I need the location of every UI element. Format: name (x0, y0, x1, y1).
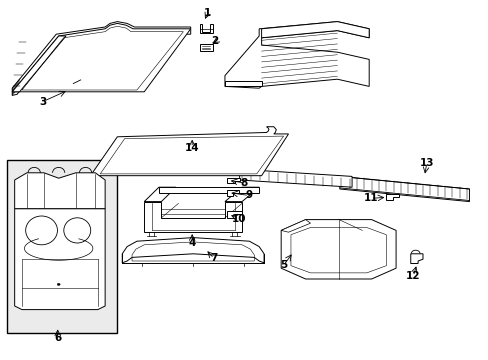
Polygon shape (224, 22, 368, 88)
Polygon shape (227, 211, 242, 218)
Polygon shape (12, 22, 190, 95)
Text: 14: 14 (184, 143, 199, 153)
Ellipse shape (218, 152, 226, 158)
Polygon shape (224, 187, 259, 202)
Polygon shape (199, 24, 212, 33)
FancyBboxPatch shape (201, 45, 210, 51)
Text: 4: 4 (188, 238, 196, 248)
Ellipse shape (63, 218, 91, 243)
Ellipse shape (257, 82, 261, 85)
Text: 10: 10 (231, 213, 245, 224)
Polygon shape (90, 127, 288, 176)
Polygon shape (281, 220, 395, 279)
Polygon shape (239, 169, 351, 187)
Text: 12: 12 (405, 271, 420, 282)
Text: 11: 11 (363, 193, 377, 203)
Polygon shape (15, 209, 105, 310)
Ellipse shape (26, 216, 58, 245)
Polygon shape (224, 81, 261, 86)
Text: 5: 5 (280, 260, 286, 270)
Polygon shape (261, 22, 368, 38)
Text: 8: 8 (241, 178, 247, 188)
Polygon shape (227, 190, 238, 196)
Bar (7, 160, 117, 333)
Text: 2: 2 (211, 36, 218, 46)
Polygon shape (227, 178, 239, 183)
Polygon shape (410, 254, 422, 264)
Text: 7: 7 (210, 253, 218, 264)
Text: 3: 3 (40, 96, 46, 107)
Text: 13: 13 (419, 158, 433, 168)
Text: 6: 6 (54, 333, 61, 343)
Polygon shape (281, 220, 310, 232)
Text: 9: 9 (245, 190, 252, 201)
Polygon shape (159, 187, 259, 193)
Polygon shape (15, 173, 105, 209)
Text: 1: 1 (204, 8, 211, 18)
Ellipse shape (229, 212, 233, 215)
Polygon shape (144, 202, 242, 232)
Polygon shape (12, 23, 190, 92)
Polygon shape (199, 44, 212, 51)
Polygon shape (122, 238, 264, 263)
Ellipse shape (57, 283, 60, 285)
Polygon shape (144, 187, 176, 202)
Polygon shape (386, 194, 398, 200)
Polygon shape (339, 176, 468, 202)
Polygon shape (12, 36, 66, 92)
